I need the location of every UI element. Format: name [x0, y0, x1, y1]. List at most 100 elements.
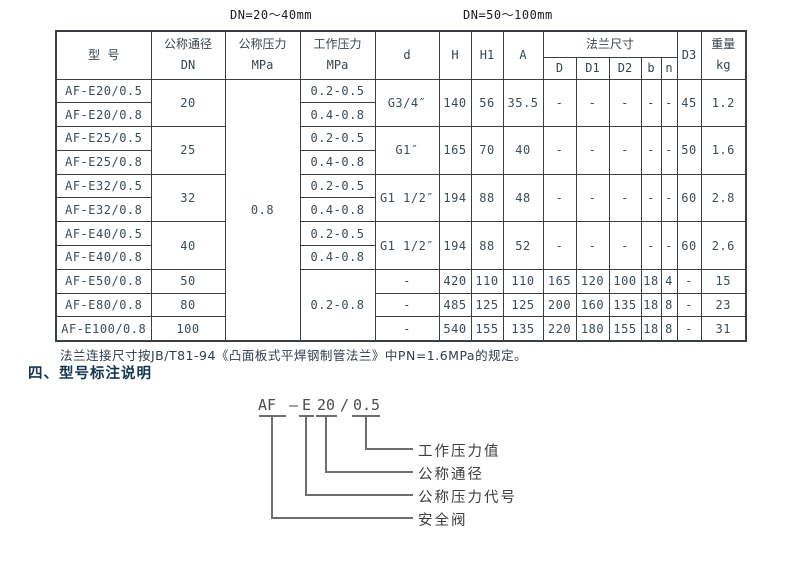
data-cell: - [374, 268, 440, 294]
table-row: D D1 D2 b n [56, 56, 746, 80]
table-row: AF-E40/0.5 40 0.2-0.5 G1 1/2″ 194 88 52- - - - -60… [55, 221, 747, 270]
data-cell: AF-E20/0.8 [55, 102, 152, 128]
data-cell: - [575, 221, 610, 270]
leader-vline-valve [271, 415, 273, 519]
header-cell: 法兰尺寸 [542, 30, 678, 58]
leader-hline-diameter [325, 471, 413, 473]
leader-vline-pressure-value [365, 415, 367, 450]
table-row: AF-E32/0.8 0.4-0.8 [55, 197, 746, 223]
data-cell: AF-E50/0.8 [55, 268, 152, 294]
data-cell: G3/4″ [374, 78, 440, 128]
header-cell: H [438, 30, 472, 80]
data-cell: - [374, 316, 440, 342]
data-cell: 135 [608, 292, 642, 318]
data-cell: - [374, 292, 440, 318]
data-cell: 88 [470, 173, 504, 223]
code-dash: — [289, 396, 299, 414]
data-cell: 125 [502, 292, 544, 318]
code-pressure-value: 0.5 [353, 396, 381, 414]
leader-hline-valve [271, 517, 413, 519]
data-cell: - [608, 78, 642, 128]
data-cell: 40 [502, 126, 544, 175]
data-cell: AF-E20/0.5 [55, 78, 152, 104]
data-cell: AF-E40/0.5 [55, 221, 152, 247]
data-cell: 540 [438, 316, 472, 342]
spec-table-head: 型 号公称通径 DN 公称压力 MPa 工作压力 MPa d H H1 A 法兰尺寸 D3 重量 … [55, 30, 747, 80]
data-cell: 0.4-0.8 [299, 102, 376, 128]
data-cell: 50 [676, 126, 702, 175]
header-cell: b [640, 56, 662, 80]
data-cell: 35.5 [502, 78, 544, 128]
data-cell: - [608, 126, 642, 175]
leader-hline-pressure-code [305, 494, 413, 496]
data-cell: 60 [676, 173, 702, 223]
data-cell: 0.8 [224, 78, 301, 342]
data-cell: 110 [470, 268, 504, 294]
data-cell: 194 [438, 173, 472, 223]
data-cell: - [575, 126, 610, 175]
label-valve: 安全阀 [418, 513, 468, 529]
data-cell: - [640, 173, 662, 223]
table-row: AF-E25/0.8 0.4-0.8 [55, 149, 746, 175]
code-slash: / [340, 396, 350, 414]
data-cell: - [575, 78, 610, 128]
data-cell: 135 [502, 316, 544, 342]
data-cell: 0.4-0.8 [299, 149, 376, 175]
data-cell: 2.8 [700, 173, 747, 223]
data-cell: - [608, 173, 642, 223]
data-cell: - [676, 316, 702, 342]
data-cell: 4 [660, 268, 678, 294]
data-cell: 18 [640, 268, 662, 294]
data-cell: - [608, 221, 642, 270]
data-cell: 8 [660, 316, 678, 342]
data-cell: - [542, 126, 577, 175]
table-row: AF-E25/0.5 25 0.2-0.5 G1″ 165 70 40- - - - -50 1.6 [55, 126, 747, 175]
header-cell: D2 [608, 56, 642, 80]
header-cell: A [502, 30, 544, 80]
data-cell: 0.4-0.8 [299, 245, 376, 270]
code-pressure-code: E [302, 396, 312, 414]
header-cell: D3 [676, 30, 702, 80]
data-cell: 80 [150, 292, 226, 318]
data-cell: 485 [438, 292, 472, 318]
header-cell: 公称通径 DN [150, 30, 226, 80]
data-cell: 40 [150, 221, 226, 270]
data-cell: 140 [438, 78, 472, 128]
data-cell: - [676, 292, 702, 318]
data-cell: 0.2-0.8 [299, 268, 376, 342]
data-cell: 0.2-0.5 [299, 78, 376, 104]
data-cell: 155 [608, 316, 642, 342]
data-cell: G1″ [374, 126, 440, 175]
data-cell: AF-E32/0.8 [55, 197, 152, 223]
label-pressure-code: 公称压力代号 [418, 490, 517, 506]
header-cell: D1 [575, 56, 610, 80]
data-cell: AF-E100/0.8 [55, 316, 152, 342]
data-cell: 8 [660, 292, 678, 318]
data-cell: 18 [640, 292, 662, 318]
data-cell: 1.6 [700, 126, 747, 175]
data-cell: 220 [542, 316, 577, 342]
data-cell: 120 [575, 268, 610, 294]
data-cell: - [575, 173, 610, 223]
data-cell: 32 [150, 173, 226, 223]
header-cell: n [660, 56, 678, 80]
code-prefix: AF [258, 396, 277, 414]
data-cell: 100 [608, 268, 642, 294]
table-row: AF-E100/0.8 100-540 155 135 220 180 155 18 8-31 [55, 316, 747, 342]
table-row: AF-E80/0.8 80-485 125 125 200 160 135 18 8-23 [55, 292, 747, 318]
section-heading: 四、型号标注说明 [28, 366, 152, 382]
data-cell: 23 [700, 292, 747, 318]
code-diameter: 20 [317, 396, 336, 414]
data-cell: 200 [542, 292, 577, 318]
data-cell: G1 1/2″ [374, 173, 440, 223]
table-row: AF-E20/0.5 20 0.8 0.2-0.5 G3/4″ 140 56 35.5- - - -… [55, 78, 747, 342]
data-cell: - [542, 221, 577, 270]
data-cell: 110 [502, 268, 544, 294]
data-cell: 2.6 [700, 221, 747, 270]
data-cell: AF-E25/0.8 [55, 149, 152, 175]
data-cell: 0.4-0.8 [299, 197, 376, 223]
header-cell: D [542, 56, 577, 80]
leader-hline-pressure-value [365, 448, 413, 450]
header-cell: 重量 kg [700, 30, 747, 80]
